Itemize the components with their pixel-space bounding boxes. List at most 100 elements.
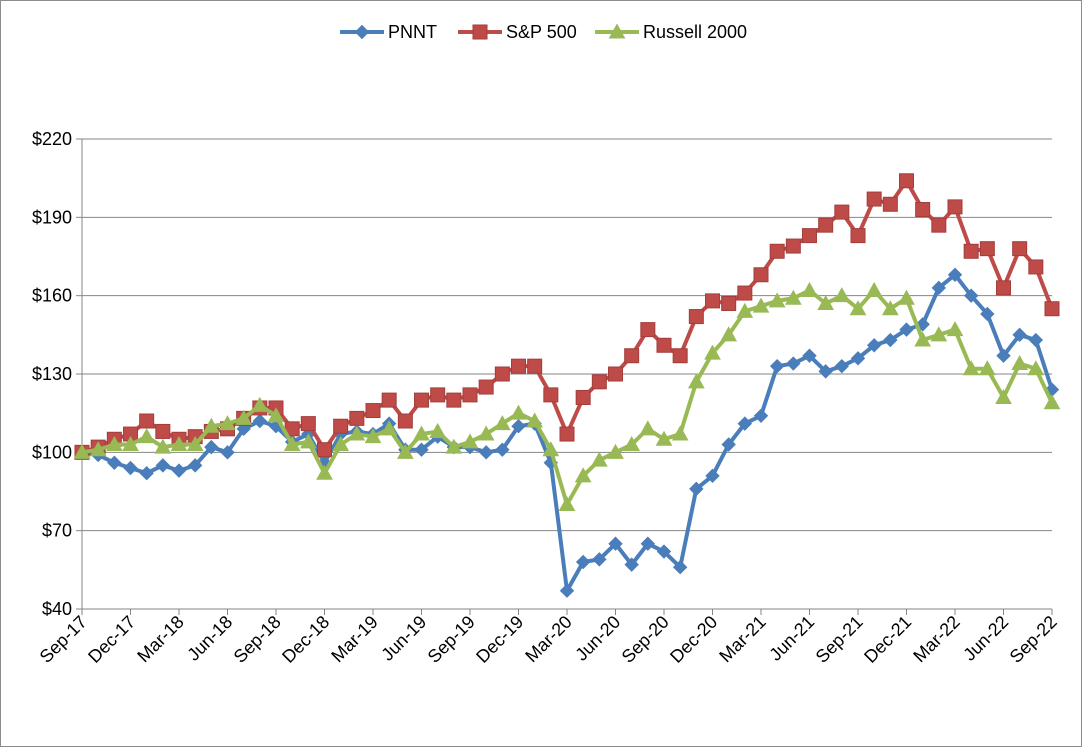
point-pnnt — [1012, 327, 1027, 343]
point-sp-500 — [365, 403, 381, 419]
point-russell-2000 — [898, 289, 915, 305]
point-russell-2000 — [73, 443, 91, 459]
x-tick-label: Jun-22 — [959, 612, 1012, 665]
point-sp-500 — [996, 280, 1011, 296]
point-sp-500 — [785, 238, 801, 254]
point-sp-500 — [721, 296, 737, 311]
x-tick-label: Sep-17 — [36, 612, 91, 667]
point-sp-500 — [349, 410, 365, 426]
point-pnnt — [947, 267, 963, 282]
series-sp-500 — [74, 173, 1060, 460]
point-pnnt — [866, 338, 882, 353]
point-pnnt — [171, 463, 187, 478]
point-russell-2000 — [493, 415, 511, 431]
y-axis-ticks: $40 $70 $100 $130 $160 $190 $220 — [32, 129, 72, 619]
point-russell-2000 — [105, 435, 123, 451]
point-sp-500 — [866, 191, 882, 207]
point-sp-500 — [300, 416, 316, 432]
x-tick-label: Jun-20 — [571, 612, 624, 665]
point-russell-2000 — [655, 430, 673, 446]
point-russell-2000 — [526, 412, 544, 428]
point-pnnt — [592, 552, 607, 567]
x-tick-label: Mar-20 — [521, 612, 575, 666]
point-pnnt — [478, 445, 494, 460]
point-pnnt — [672, 560, 688, 575]
point-pnnt — [850, 351, 866, 366]
series-russell-2000 — [73, 281, 1061, 512]
point-russell-2000 — [219, 415, 236, 431]
point-sp-500 — [1012, 241, 1028, 257]
point-sp-500 — [511, 358, 526, 374]
point-russell-2000 — [946, 321, 964, 337]
point-russell-2000 — [784, 289, 802, 305]
point-pnnt — [495, 442, 510, 457]
legend-label: Russell 2000 — [643, 22, 747, 42]
point-sp-500 — [769, 243, 785, 259]
point-pnnt — [624, 557, 639, 572]
legend-label: PNNT — [388, 22, 437, 42]
point-russell-2000 — [736, 302, 754, 318]
x-tick-label: Sep-21 — [812, 612, 867, 667]
point-russell-2000 — [639, 420, 657, 436]
point-sp-500 — [737, 285, 753, 301]
point-russell-2000 — [542, 441, 560, 457]
point-pnnt — [414, 442, 429, 457]
legend-item-russell-2000: Russell 2000 — [595, 22, 747, 42]
legend-swatch-marker — [472, 24, 488, 40]
point-russell-2000 — [849, 300, 867, 316]
x-tick-label: Sep-22 — [1006, 612, 1061, 667]
point-russell-2000 — [332, 435, 350, 451]
point-russell-2000 — [122, 435, 139, 451]
point-russell-2000 — [510, 404, 527, 420]
point-pnnt — [980, 306, 995, 322]
point-russell-2000 — [477, 425, 495, 441]
x-tick-label: Mar-21 — [715, 612, 769, 666]
point-pnnt — [155, 458, 171, 473]
point-russell-2000 — [671, 425, 689, 441]
point-russell-2000 — [817, 294, 835, 310]
point-russell-2000 — [752, 297, 770, 313]
point-russell-2000 — [881, 300, 899, 316]
point-pnnt — [931, 280, 947, 296]
point-sp-500 — [624, 348, 640, 364]
point-pnnt — [689, 481, 704, 497]
point-pnnt — [963, 288, 979, 303]
point-pnnt — [640, 536, 656, 551]
point-russell-2000 — [914, 331, 932, 347]
point-sp-500 — [494, 366, 510, 382]
point-pnnt — [107, 455, 122, 470]
point-russell-2000 — [704, 344, 721, 360]
point-sp-500 — [575, 390, 591, 405]
point-sp-500 — [947, 199, 963, 215]
y-tick-label: $130 — [32, 364, 72, 384]
point-sp-500 — [381, 392, 397, 408]
point-sp-500 — [333, 418, 349, 434]
y-tick-label: $220 — [32, 129, 72, 149]
x-tick-label: Sep-19 — [424, 612, 479, 667]
point-sp-500 — [834, 204, 850, 220]
point-sp-500 — [802, 228, 817, 244]
point-russell-2000 — [267, 407, 285, 423]
point-sp-500 — [397, 413, 413, 429]
point-sp-500 — [818, 217, 834, 233]
legend-item-sp-500: S&P 500 — [458, 22, 577, 42]
point-russell-2000 — [978, 360, 996, 376]
point-russell-2000 — [235, 409, 253, 425]
point-sp-500 — [915, 202, 931, 217]
point-sp-500 — [446, 392, 462, 408]
point-sp-500 — [478, 379, 494, 395]
point-sp-500 — [899, 173, 914, 189]
point-pnnt — [559, 583, 575, 598]
point-russell-2000 — [380, 420, 398, 436]
point-sp-500 — [559, 426, 575, 442]
x-tick-label: Jun-21 — [765, 612, 818, 665]
point-sp-500 — [672, 348, 688, 364]
point-sp-500 — [462, 387, 478, 403]
point-russell-2000 — [413, 425, 430, 441]
x-axis-ticks: Sep-17Dec-17Mar-18Jun-18Sep-18Dec-18Mar-… — [36, 612, 1061, 667]
point-russell-2000 — [590, 451, 608, 467]
x-tick-label: Dec-19 — [472, 612, 527, 667]
legend-swatch-marker — [608, 23, 626, 39]
point-pnnt — [220, 445, 235, 460]
point-sp-500 — [850, 228, 866, 244]
